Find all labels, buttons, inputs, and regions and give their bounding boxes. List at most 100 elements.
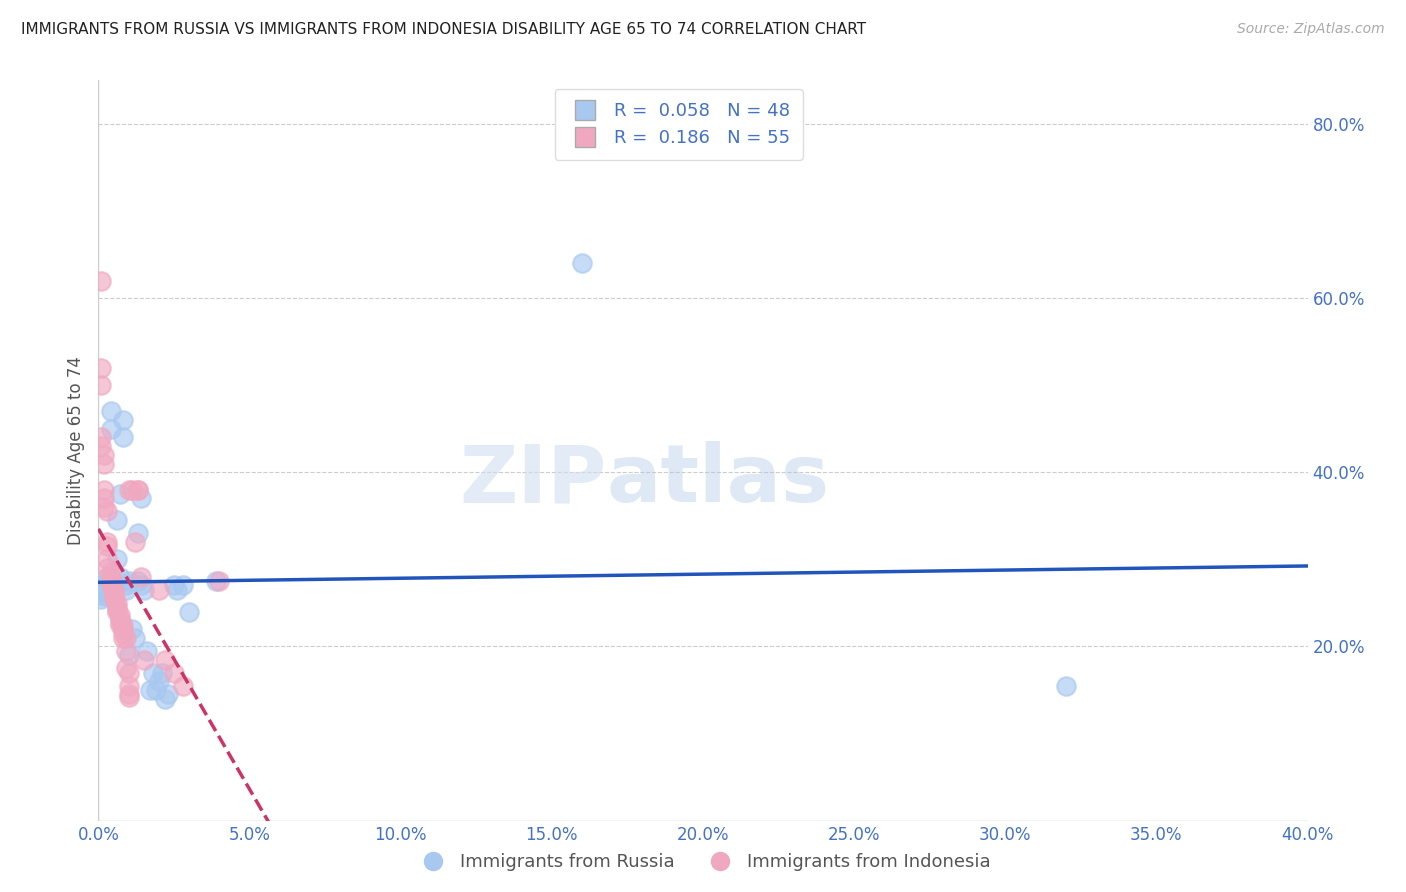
- Point: [111, 626, 134, 640]
- Point: [90, 587, 112, 601]
- Text: IMMIGRANTS FROM RUSSIA VS IMMIGRANTS FROM INDONESIA DISABILITY AGE 65 TO 74 CORR: IMMIGRANTS FROM RUSSIA VS IMMIGRANTS FRO…: [21, 22, 866, 37]
- Point: [114, 578, 136, 592]
- Point: [108, 487, 131, 501]
- Point: [150, 665, 173, 680]
- Point: [132, 652, 155, 666]
- Point: [96, 504, 118, 518]
- Point: [163, 665, 186, 680]
- Point: [90, 591, 112, 606]
- Point: [124, 535, 146, 549]
- Point: [129, 570, 152, 584]
- Point: [132, 582, 155, 597]
- Point: [127, 483, 149, 497]
- Point: [93, 448, 115, 462]
- Point: [172, 679, 194, 693]
- Point: [100, 566, 122, 580]
- Point: [105, 596, 128, 610]
- Point: [108, 617, 131, 632]
- Point: [111, 631, 134, 645]
- Point: [118, 690, 141, 704]
- Point: [1054, 679, 1077, 693]
- Point: [93, 500, 115, 514]
- Point: [153, 652, 176, 666]
- Point: [166, 582, 188, 597]
- Point: [105, 552, 128, 566]
- Point: [100, 422, 122, 436]
- Point: [114, 661, 136, 675]
- Point: [111, 622, 134, 636]
- Point: [93, 578, 115, 592]
- Point: [108, 615, 131, 629]
- Point: [121, 483, 143, 497]
- Point: [93, 589, 115, 603]
- Point: [129, 491, 152, 506]
- Point: [105, 513, 128, 527]
- Point: [127, 574, 149, 588]
- Point: [148, 674, 170, 689]
- Point: [114, 582, 136, 597]
- Point: [124, 631, 146, 645]
- Point: [105, 605, 128, 619]
- Point: [111, 413, 134, 427]
- Point: [103, 589, 125, 603]
- Point: [145, 683, 167, 698]
- Point: [118, 687, 141, 701]
- Point: [135, 644, 157, 658]
- Point: [90, 274, 112, 288]
- Point: [103, 578, 125, 592]
- Point: [90, 378, 112, 392]
- Point: [93, 585, 115, 599]
- Point: [96, 578, 118, 592]
- Point: [90, 582, 112, 597]
- Point: [103, 591, 125, 606]
- Point: [105, 603, 128, 617]
- Point: [118, 679, 141, 693]
- Point: [118, 483, 141, 497]
- Point: [93, 491, 115, 506]
- Point: [90, 439, 112, 453]
- Point: [108, 608, 131, 623]
- Point: [93, 483, 115, 497]
- Point: [100, 578, 122, 592]
- Point: [163, 578, 186, 592]
- Point: [96, 578, 118, 592]
- Point: [100, 574, 122, 588]
- Text: atlas: atlas: [606, 441, 830, 519]
- Point: [100, 570, 122, 584]
- Point: [96, 535, 118, 549]
- Point: [142, 665, 165, 680]
- Point: [90, 430, 112, 444]
- Point: [96, 561, 118, 575]
- Point: [111, 430, 134, 444]
- Text: ZIP: ZIP: [458, 441, 606, 519]
- Point: [118, 574, 141, 588]
- Point: [108, 611, 131, 625]
- Point: [100, 574, 122, 588]
- Point: [93, 582, 115, 597]
- Point: [121, 622, 143, 636]
- Point: [103, 582, 125, 597]
- Point: [139, 683, 162, 698]
- Point: [100, 404, 122, 418]
- Point: [205, 574, 228, 588]
- Text: Source: ZipAtlas.com: Source: ZipAtlas.com: [1237, 22, 1385, 37]
- Point: [103, 587, 125, 601]
- Point: [179, 605, 201, 619]
- Point: [90, 360, 112, 375]
- Point: [114, 631, 136, 645]
- Point: [96, 570, 118, 584]
- Point: [103, 582, 125, 597]
- Point: [127, 526, 149, 541]
- Point: [105, 600, 128, 615]
- Point: [118, 648, 141, 662]
- Legend: Immigrants from Russia, Immigrants from Indonesia: Immigrants from Russia, Immigrants from …: [408, 847, 998, 879]
- Point: [172, 578, 194, 592]
- Point: [108, 570, 131, 584]
- Point: [208, 574, 231, 588]
- Point: [153, 691, 176, 706]
- Legend: R =  0.058   N = 48, R =  0.186   N = 55: R = 0.058 N = 48, R = 0.186 N = 55: [554, 89, 803, 160]
- Y-axis label: Disability Age 65 to 74: Disability Age 65 to 74: [66, 356, 84, 545]
- Point: [96, 582, 118, 597]
- Point: [114, 644, 136, 658]
- Point: [93, 457, 115, 471]
